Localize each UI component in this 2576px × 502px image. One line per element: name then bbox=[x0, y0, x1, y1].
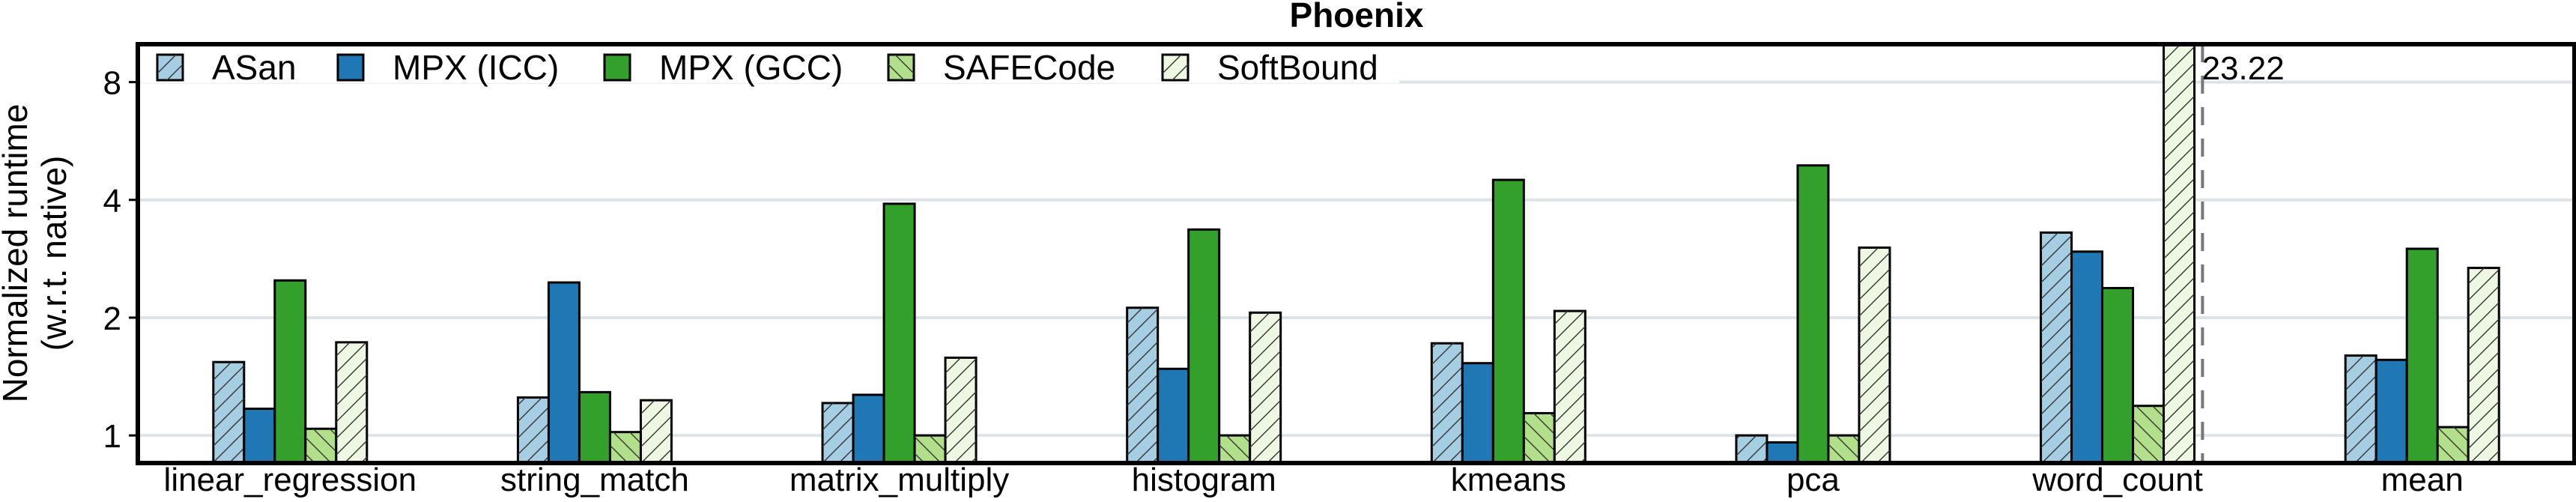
bar-hatch bbox=[2345, 355, 2377, 463]
bar-mpx-icc--matrix_multiply bbox=[852, 393, 885, 465]
bar-hatch bbox=[1219, 435, 1250, 463]
bar-hatch bbox=[518, 397, 549, 463]
y-axis-label-line2: (w.r.t. native) bbox=[34, 156, 73, 351]
x-tick-label: mean bbox=[2381, 462, 2464, 498]
bar-hatch bbox=[610, 432, 641, 463]
plot-frame bbox=[136, 42, 2576, 465]
y-tick-label: 8 bbox=[103, 65, 121, 102]
legend-label: SoftBound bbox=[1217, 48, 1378, 87]
legend-label: SAFECode bbox=[943, 48, 1115, 87]
legend-label: MPX (GCC) bbox=[659, 48, 843, 87]
bar-hatch bbox=[1431, 343, 1463, 463]
bar-hatch bbox=[2437, 427, 2469, 463]
bar-mpx-gcc--linear_regression bbox=[273, 279, 307, 465]
bar-mpx-gcc--string_match bbox=[578, 390, 611, 465]
x-tick-label: histogram bbox=[1132, 462, 1276, 498]
bar-mpx-gcc--pca bbox=[1796, 164, 1830, 465]
x-tick-label: word_count bbox=[2031, 462, 2202, 498]
legend-swatch-hatch bbox=[1163, 55, 1188, 80]
y-tick-label: 4 bbox=[103, 183, 121, 220]
x-tick-label: matrix_multiply bbox=[790, 462, 1009, 498]
y-tick-label: 2 bbox=[103, 300, 121, 337]
legend-label: ASan bbox=[212, 48, 297, 87]
bar-mpx-icc--string_match bbox=[547, 281, 581, 465]
bar-mpx-gcc--word_count bbox=[2101, 287, 2135, 465]
bar-hatch bbox=[2040, 232, 2072, 463]
bar-mpx-icc--linear_regression bbox=[243, 408, 276, 465]
x-tick-label: pca bbox=[1786, 462, 1840, 498]
bar-hatch bbox=[1736, 435, 1767, 463]
bar-hatch bbox=[213, 362, 244, 463]
bar-mpx-icc--histogram bbox=[1157, 367, 1190, 465]
bar-mpx-gcc--histogram bbox=[1187, 228, 1221, 465]
legend-swatch-hatch bbox=[888, 55, 914, 80]
bar-hatch bbox=[640, 400, 672, 463]
bar-hatch bbox=[2468, 267, 2500, 463]
bar-hatch bbox=[915, 435, 946, 463]
bar-hatch bbox=[1127, 307, 1158, 463]
y-tick-label: 1 bbox=[103, 418, 121, 455]
bar-hatch bbox=[822, 402, 854, 463]
value-annotation: 23.22 bbox=[2202, 50, 2285, 87]
bar-mpx-gcc--matrix_multiply bbox=[882, 202, 916, 465]
bar-hatch bbox=[1249, 312, 1281, 463]
legend-swatch bbox=[603, 53, 631, 82]
x-tick-label: kmeans bbox=[1451, 462, 1566, 498]
bar-hatch bbox=[945, 357, 977, 463]
x-tick-label: string_match bbox=[500, 462, 689, 498]
bar-mpx-gcc--mean bbox=[2405, 247, 2439, 465]
bar-hatch bbox=[336, 342, 367, 463]
bar-hatch bbox=[1828, 435, 1859, 463]
y-axis-label-line1: Normalized runtime bbox=[0, 104, 34, 403]
bar-mpx-gcc--kmeans bbox=[1491, 178, 1525, 465]
bar-hatch bbox=[2133, 405, 2164, 463]
bar-hatch bbox=[2163, 44, 2195, 463]
bar-hatch bbox=[1524, 413, 1555, 463]
bar-hatch bbox=[1554, 311, 1586, 463]
bar-mpx-icc--mean bbox=[2375, 358, 2408, 465]
bar-mpx-icc--pca bbox=[1766, 441, 1799, 465]
bar-hatch bbox=[305, 429, 336, 463]
legend-swatch-hatch bbox=[157, 55, 183, 80]
legend-label: MPX (ICC) bbox=[393, 48, 559, 87]
chart-title: Phoenix bbox=[1290, 0, 1424, 34]
legend-swatch bbox=[336, 53, 365, 82]
bar-hatch bbox=[1858, 247, 1890, 463]
bar-mpx-icc--word_count bbox=[2070, 250, 2104, 465]
bar-mpx-icc--kmeans bbox=[1461, 362, 1494, 465]
x-tick-label: linear_regression bbox=[164, 462, 417, 498]
